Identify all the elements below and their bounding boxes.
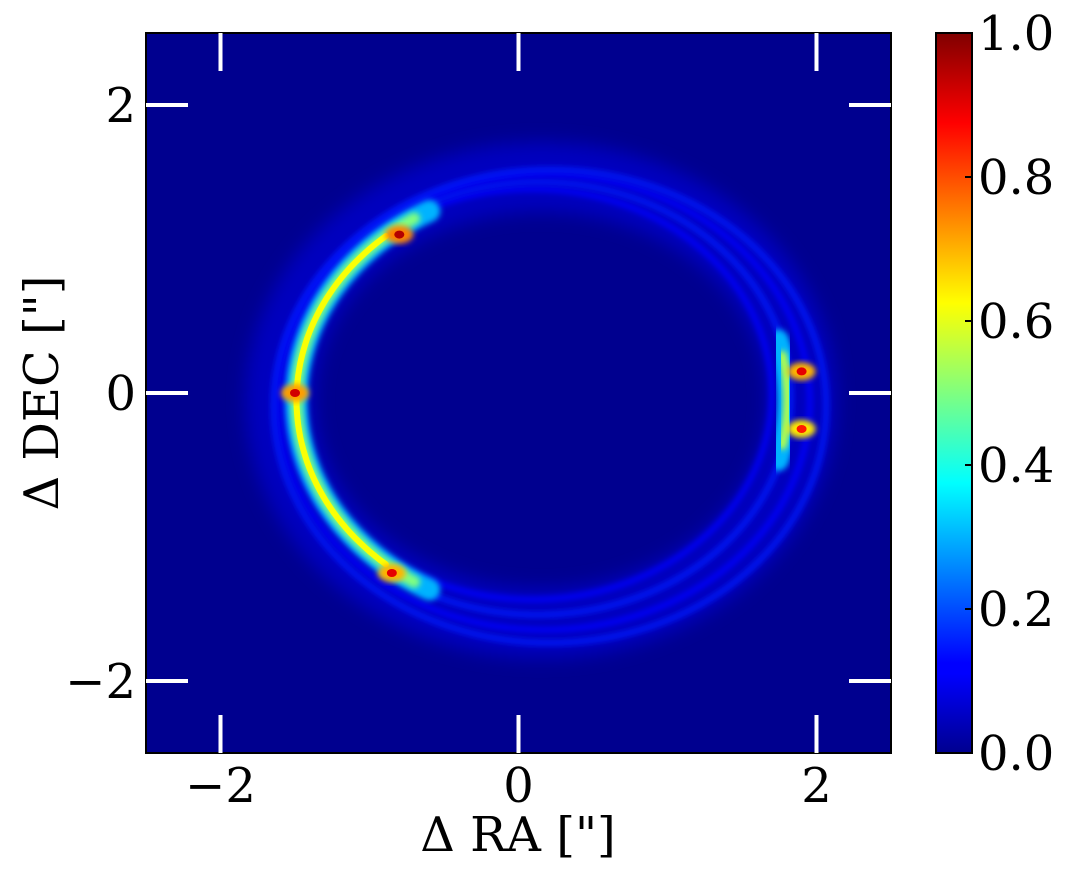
- x-axis-label: Δ RA ["]: [420, 807, 616, 863]
- inner-ticks: [146, 33, 891, 753]
- x-tick-labels: −2 0 2: [185, 758, 832, 814]
- colorbar-gradient: [935, 32, 973, 754]
- x-tick-label: 0: [503, 758, 534, 814]
- east-arc-core: [777, 350, 793, 450]
- colorbar-tick-label: 1.0: [978, 6, 1054, 62]
- colorbar-tick-label: 0.0: [978, 726, 1054, 782]
- colorbar-tick-label: 0.6: [978, 294, 1054, 350]
- colorbar-tick-label: 0.8: [978, 150, 1054, 206]
- hot-spot: [290, 389, 300, 397]
- y-tick-label: 0: [105, 366, 136, 422]
- hot-spot: [796, 425, 807, 433]
- y-tick-labels: −2 0 2: [65, 78, 136, 710]
- colorbar-tick-label: 0.2: [978, 582, 1054, 638]
- ring-streak: [270, 166, 830, 646]
- hot-spot: [796, 367, 807, 376]
- x-tick-label: −2: [185, 758, 256, 814]
- colorbar-ticks: 0.0 0.2 0.4 0.6 0.8 1.0: [965, 6, 1054, 782]
- y-tick-label: −2: [65, 654, 136, 710]
- colorbar-tick-label: 0.4: [978, 438, 1054, 494]
- y-tick-label: 2: [105, 78, 136, 134]
- colorbar: 0.0 0.2 0.4 0.6 0.8 1.0: [935, 6, 1054, 782]
- hot-spot: [386, 569, 397, 577]
- ring-streak: [274, 171, 813, 633]
- heatmap-plot: [145, 32, 892, 754]
- x-tick-label: 2: [801, 758, 832, 814]
- ring-emission: [245, 142, 837, 659]
- hot-spot: [394, 230, 405, 239]
- y-axis-label: Δ DEC ["]: [14, 276, 70, 511]
